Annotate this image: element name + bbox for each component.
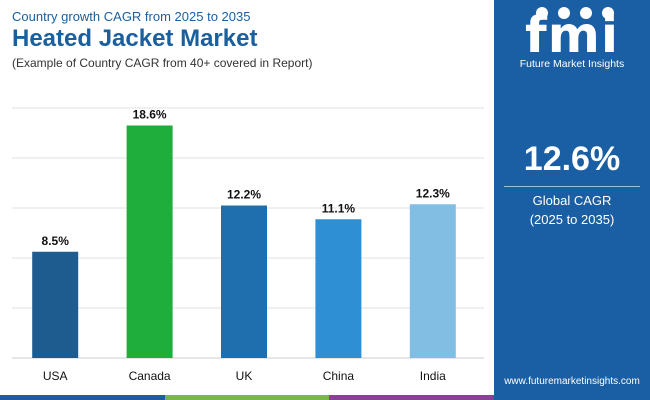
tick-label-china: China (323, 369, 355, 383)
chart-note: (Example of Country CAGR from 40+ covere… (12, 56, 313, 70)
data-label-uk: 12.2% (227, 188, 261, 202)
divider (504, 186, 640, 187)
bottom-color-bar (0, 395, 495, 400)
data-label-usa: 8.5% (42, 234, 70, 248)
bar-india (409, 204, 456, 358)
global-cagr-value: 12.6% (523, 140, 621, 178)
global-cagr-label-line1: Global CAGR (532, 193, 612, 208)
website-link[interactable]: www.futuremarketinsights.com (504, 376, 640, 387)
bar-china (315, 219, 362, 358)
chart-subtitle: Country growth CAGR from 2025 to 2035 (12, 9, 251, 24)
global-cagr-label-line2: (2025 to 2035) (529, 212, 615, 227)
bottom-bar-segment-2 (164, 395, 330, 400)
bottom-bar-segment-1 (0, 395, 165, 400)
fmi-logo: fmi (525, 6, 619, 64)
tick-label-india: India (420, 369, 446, 383)
bar-usa (32, 251, 79, 358)
data-label-india: 12.3% (416, 186, 450, 200)
tick-label-usa: USA (43, 369, 68, 383)
global-cagr-label: Global CAGR (2025 to 2035) (494, 191, 650, 229)
tick-label-uk: UK (236, 369, 253, 383)
logo-caption: Future Market Insights (519, 58, 625, 70)
tick-label-canada: Canada (129, 369, 171, 383)
summary-panel: fmi Future Market Insights 12.6% Global … (494, 0, 650, 400)
chart-title: Heated Jacket Market (12, 25, 258, 52)
data-label-canada: 18.6% (133, 108, 167, 122)
bottom-bar-segment-3 (329, 395, 495, 400)
logo-icons (536, 7, 614, 19)
bar-chart: 8.5% USA 18.6% Canada 12.2% UK 11.1% China 12.3%… (12, 107, 484, 383)
bar-canada (126, 125, 173, 358)
data-label-china: 11.1% (322, 201, 356, 215)
bar-uk (221, 205, 267, 358)
